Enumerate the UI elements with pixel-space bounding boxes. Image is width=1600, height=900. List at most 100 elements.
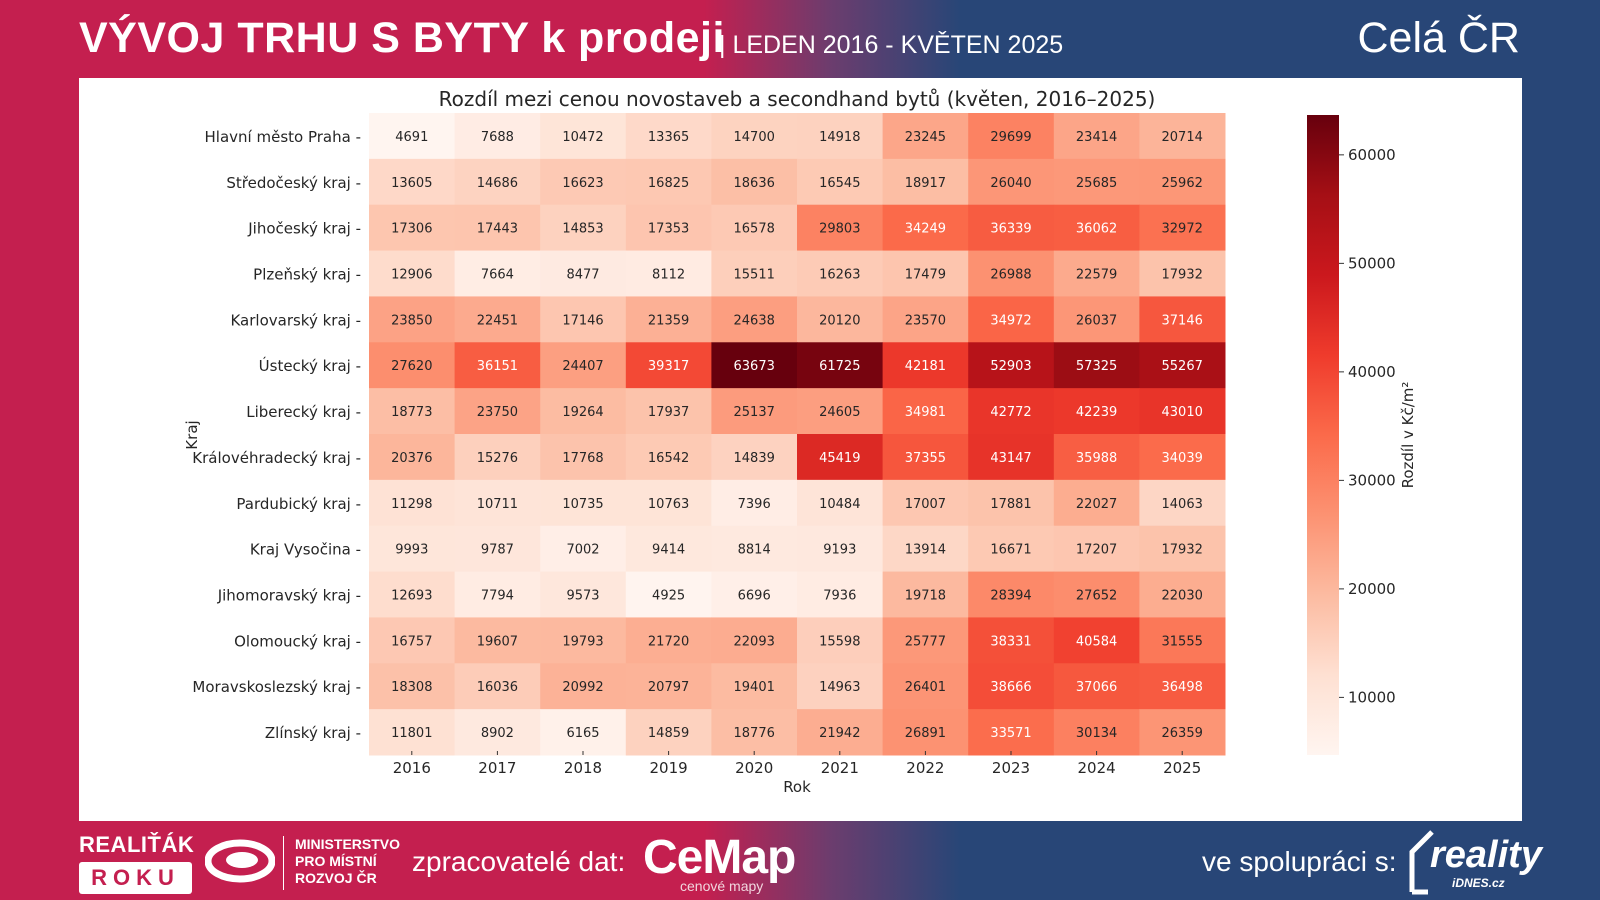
cell-value-label: 20714: [1162, 130, 1203, 145]
cell-value-label: 43147: [990, 451, 1031, 466]
heatmap-cell: [540, 617, 627, 664]
heatmap-cell: [454, 388, 541, 435]
heatmap-cell: [369, 158, 456, 206]
colorbar-tick-label: 40000: [1348, 363, 1396, 381]
cell-value-label: 16036: [477, 680, 518, 695]
y-tick-label: Středočeský kraj -: [226, 174, 361, 192]
y-tick-label: Ústecký kraj -: [259, 356, 361, 375]
y-tick-label: Plzeňský kraj -: [253, 266, 361, 284]
cell-value-label: 26891: [905, 726, 946, 741]
y-axis-label: Kraj: [183, 420, 201, 449]
heatmap-cell: [1139, 663, 1226, 710]
heatmap-cell: [968, 709, 1055, 756]
y-tick-label: Karlovarský kraj -: [230, 311, 361, 329]
cell-value-label: 13605: [391, 176, 432, 191]
heatmap-cell: [625, 663, 712, 710]
cell-value-label: 36339: [990, 222, 1031, 237]
y-tick-label: Hlavní město Praha -: [205, 128, 361, 146]
heatmap-cell: [882, 296, 969, 343]
cell-value-label: 17479: [905, 268, 946, 283]
cell-value-label: 11298: [391, 497, 432, 512]
heatmap-cell: [625, 709, 712, 756]
cell-value-label: 9573: [566, 589, 599, 604]
cell-value-label: 23570: [905, 313, 946, 328]
heatmap-cell: [369, 250, 456, 297]
heatmap-cell: [797, 158, 884, 206]
y-tick-label: Moravskoslezský kraj -: [192, 678, 361, 696]
cell-value-label: 15511: [734, 268, 775, 283]
cell-value-label: 22451: [477, 313, 518, 328]
cell-value-label: 23850: [391, 313, 432, 328]
heatmap-cell: [882, 434, 969, 481]
house-icon: [1409, 830, 1434, 895]
heatmap-cell: [1139, 479, 1226, 527]
heatmap-cell: [711, 250, 798, 297]
cell-value-label: 15598: [819, 634, 860, 649]
cooperation-label: ve spolupráci s:: [1202, 846, 1397, 877]
x-tick-label: 2016: [393, 759, 431, 777]
cell-value-label: 21359: [648, 313, 689, 328]
heatmap-cell: [540, 479, 627, 527]
heatmap-cell: [625, 388, 712, 435]
heatmap-cell: [1053, 617, 1140, 664]
cell-value-label: 12693: [391, 589, 432, 604]
heatmap-cell: [625, 525, 712, 573]
heatmap-cell: [454, 296, 541, 343]
heatmap-cell: [711, 663, 798, 710]
cell-value-label: 17932: [1162, 543, 1203, 558]
cell-value-label: 27620: [391, 359, 432, 374]
x-tick-label: 2017: [478, 759, 516, 777]
cell-value-label: 13365: [648, 130, 689, 145]
cell-value-label: 27652: [1076, 589, 1117, 604]
cell-value-label: 35988: [1076, 451, 1117, 466]
heatmap-cell: [882, 663, 969, 710]
cell-value-label: 34039: [1162, 451, 1203, 466]
cell-value-label: 26359: [1162, 726, 1203, 741]
cell-value-label: 16671: [990, 543, 1031, 558]
heatmap-cell: [369, 571, 456, 618]
heatmap-cell: [540, 709, 627, 756]
cell-value-label: 20376: [391, 451, 432, 466]
heatmap-cell: [968, 296, 1055, 343]
cell-value-label: 22093: [734, 634, 775, 649]
heatmap-cell: [1053, 571, 1140, 618]
cell-value-label: 10711: [477, 497, 518, 512]
y-tick-label: Jihočeský kraj -: [247, 220, 361, 238]
heatmap-cell: [797, 204, 884, 252]
cell-value-label: 34981: [905, 405, 946, 420]
x-tick-label: 2020: [735, 759, 773, 777]
cell-value-label: 17937: [648, 405, 689, 420]
heatmap-cell: [454, 479, 541, 527]
cell-value-label: 19607: [477, 634, 518, 649]
cell-value-label: 17932: [1162, 268, 1203, 283]
heatmap-cell: [625, 296, 712, 343]
colorbar-label: Rozdíl v Kč/m²: [1399, 382, 1417, 489]
x-tick-label: 2019: [650, 759, 688, 777]
heatmap-cell: [797, 342, 884, 389]
heatmap-cell: [625, 158, 712, 206]
heatmap-cell: [1053, 388, 1140, 435]
heatmap-cell: [882, 525, 969, 573]
cell-value-label: 11801: [391, 726, 432, 741]
cell-value-label: 42239: [1076, 405, 1117, 420]
chart-panel: Rozdíl mezi cenou novostaveb a secondhan…: [79, 78, 1522, 821]
heatmap-cell: [968, 158, 1055, 206]
heatmap-cell: [1139, 113, 1226, 160]
cell-value-label: 26988: [990, 268, 1031, 283]
colorbar-tick-label: 60000: [1348, 146, 1396, 164]
heatmap-cell: [968, 663, 1055, 710]
cell-value-label: 14853: [562, 222, 603, 237]
cell-value-label: 36062: [1076, 222, 1117, 237]
cell-value-label: 38666: [990, 680, 1031, 695]
heatmap-cell: [882, 342, 969, 389]
cell-value-label: 16545: [819, 176, 860, 191]
heatmap-cell: [882, 617, 969, 664]
cell-value-label: 25777: [905, 634, 946, 649]
cell-value-label: 16578: [734, 222, 775, 237]
cell-value-label: 19793: [562, 634, 603, 649]
cell-value-label: 19718: [905, 589, 946, 604]
heatmap-cell: [882, 158, 969, 206]
cell-value-label: 45419: [819, 451, 860, 466]
cell-value-label: 7396: [738, 497, 771, 512]
cell-value-label: 16623: [562, 176, 603, 191]
